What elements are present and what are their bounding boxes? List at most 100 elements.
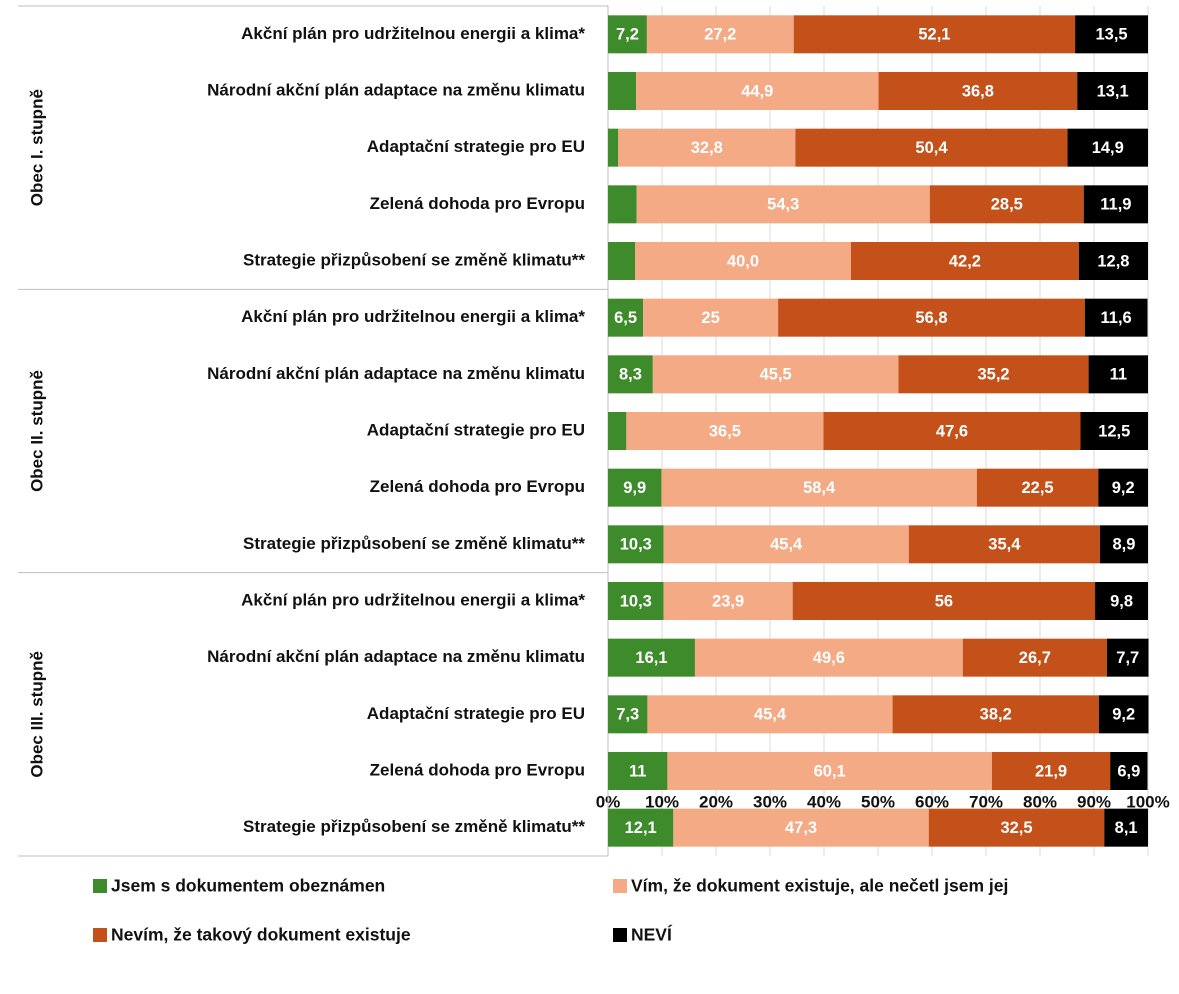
value-label: 7,3 xyxy=(616,706,639,724)
category-label: Národní akční plán adaptace na změnu kli… xyxy=(207,80,585,99)
bar-segment xyxy=(635,242,851,280)
bar-segment xyxy=(694,638,963,677)
legend-label: Jsem s dokumentem obeznámen xyxy=(111,876,385,896)
value-label: 38,2 xyxy=(980,706,1012,724)
category-label: Strategie přizpůsobení se změně klimatu*… xyxy=(243,534,585,553)
bar-segment xyxy=(1077,72,1148,110)
bar-segment xyxy=(1088,355,1148,394)
x-tick-label: 30% xyxy=(753,792,787,811)
x-tick-label: 60% xyxy=(915,792,949,811)
bar-segment xyxy=(1095,582,1148,620)
bar-segment xyxy=(795,128,1068,167)
bar-segment xyxy=(793,15,1076,54)
value-label: 7,2 xyxy=(616,26,639,44)
value-label: 28,5 xyxy=(991,196,1023,214)
bar-segment xyxy=(928,808,1105,847)
value-label: 52,1 xyxy=(918,26,950,44)
x-tick-label: 90% xyxy=(1077,792,1111,811)
category-label: Zelená dohoda pro Evropu xyxy=(370,760,585,779)
bar-segment xyxy=(778,298,1085,337)
value-label: 35,4 xyxy=(988,536,1021,554)
value-label: 7,7 xyxy=(1116,649,1139,667)
value-label: 49,6 xyxy=(813,649,845,667)
bar-segment xyxy=(608,468,662,507)
bar-segment xyxy=(908,525,1100,564)
x-tick-label: 20% xyxy=(699,792,733,811)
x-tick-label: 40% xyxy=(807,792,841,811)
category-label: Adaptační strategie pro EU xyxy=(367,420,585,439)
bar-segment xyxy=(618,128,796,167)
bar-segment xyxy=(608,15,647,54)
value-label: 58,4 xyxy=(803,479,836,497)
value-label: 47,6 xyxy=(936,422,968,440)
value-label: 11 xyxy=(1110,366,1127,384)
category-label: Adaptační strategie pro EU xyxy=(367,137,585,156)
bar-segment xyxy=(608,412,627,450)
value-label: 60,1 xyxy=(814,762,846,780)
bar-segment xyxy=(929,185,1084,224)
value-label: 22,5 xyxy=(1022,479,1054,497)
bar-segment xyxy=(608,808,674,847)
value-label: 35,2 xyxy=(977,366,1009,384)
bar-segment xyxy=(1078,242,1148,280)
value-label: 47,3 xyxy=(785,819,817,837)
value-label: 8,9 xyxy=(1113,536,1136,554)
bar-segment xyxy=(1084,298,1148,337)
category-label: Zelená dohoda pro Evropu xyxy=(370,194,585,213)
category-label: Strategie přizpůsobení se změně klimatu*… xyxy=(243,817,585,836)
value-label: 36,8 xyxy=(962,82,994,100)
x-tick-label: 100% xyxy=(1126,792,1169,811)
bar-segment xyxy=(636,72,879,110)
category-label: Akční plán pro udržitelnou energii a kli… xyxy=(241,24,585,43)
bar-segment xyxy=(673,808,929,847)
value-label: 32,5 xyxy=(1000,819,1032,837)
bar-segment xyxy=(823,412,1081,450)
category-label: Akční plán pro udržitelnou energii a kli… xyxy=(241,307,585,326)
value-label: 6,5 xyxy=(614,309,637,327)
legend-label: Vím, že dokument existuje, ale nečetl js… xyxy=(631,876,1008,896)
value-label: 45,4 xyxy=(754,706,787,724)
bar-segment xyxy=(661,468,977,507)
bar-segment xyxy=(1098,695,1149,734)
value-label: 11 xyxy=(629,762,646,780)
bar-segment xyxy=(1106,638,1149,677)
bar-segment xyxy=(1099,525,1148,564)
bar-segment xyxy=(643,298,779,337)
bar-segment xyxy=(1075,15,1148,54)
bar-segment xyxy=(1098,468,1148,507)
category-label: Adaptační strategie pro EU xyxy=(367,704,585,723)
value-label: 6,9 xyxy=(1117,762,1140,780)
value-label: 8,3 xyxy=(619,366,642,384)
bar-segment xyxy=(976,468,1099,507)
bar-segment xyxy=(1104,808,1148,847)
category-label: Národní akční plán adaptace na změnu kli… xyxy=(207,647,585,666)
x-tick-label: 80% xyxy=(1023,792,1057,811)
bar-segment xyxy=(663,525,909,564)
category-label: Zelená dohoda pro Evropu xyxy=(370,477,585,496)
legend-swatch xyxy=(93,928,107,942)
value-label: 36,5 xyxy=(709,422,741,440)
bar-segment xyxy=(608,185,637,224)
bar-segment xyxy=(792,582,1096,620)
bar-segment xyxy=(851,242,1079,280)
value-label: 56 xyxy=(935,592,953,610)
bar-segment xyxy=(878,72,1078,110)
value-label: 14,9 xyxy=(1092,139,1124,157)
bar-segment xyxy=(626,412,824,450)
value-label: 32,8 xyxy=(691,139,723,157)
bar-segment xyxy=(608,355,653,394)
legend-label: Nevím, že takový dokument existuje xyxy=(111,925,411,945)
bar-segment xyxy=(608,128,619,167)
value-label: 9,2 xyxy=(1112,479,1135,497)
bar-segment xyxy=(1080,412,1148,450)
legend-label: NEVÍ xyxy=(631,924,673,945)
bar-segment xyxy=(892,695,1099,734)
category-label: Národní akční plán adaptace na změnu kli… xyxy=(207,364,585,383)
bar-segment xyxy=(608,638,695,677)
bar-segment xyxy=(647,695,893,734)
bar-segment xyxy=(991,752,1111,790)
value-label: 13,1 xyxy=(1097,82,1129,100)
bar-segment xyxy=(667,752,992,790)
legend-swatch xyxy=(613,928,627,942)
bar-segment xyxy=(636,185,930,224)
